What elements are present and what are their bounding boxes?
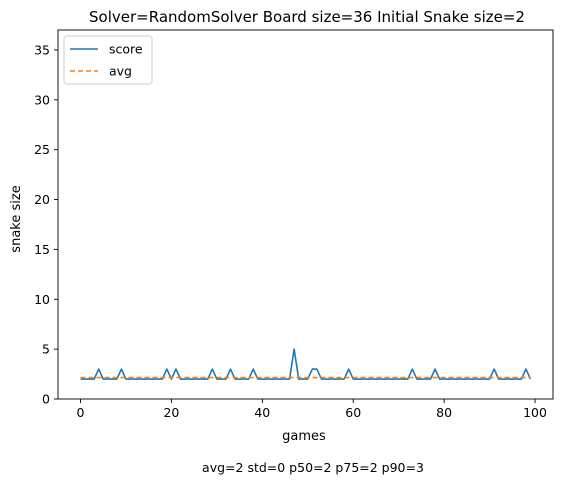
- y-tick-label: 10: [34, 292, 50, 307]
- stats-caption: avg=2 std=0 p50=2 p75=2 p90=3: [202, 460, 424, 475]
- x-tick-label: 60: [345, 405, 361, 420]
- series-layer: [80, 348, 532, 380]
- y-tick-label: 35: [34, 42, 50, 57]
- y-tick-label: 15: [34, 242, 50, 257]
- series-line-score: [80, 348, 532, 380]
- x-tick-label: 80: [436, 405, 452, 420]
- legend-box: [63, 35, 153, 85]
- x-axis-label: games: [282, 429, 326, 444]
- legend-label-avg: avg: [109, 64, 132, 79]
- legend-label-score: score: [109, 42, 143, 57]
- chart-title: Solver=RandomSolver Board size=36 Initia…: [89, 8, 525, 26]
- axis-ticks: 0 20 40 60 80 100 0 5 10 15 20 25 30 35: [34, 42, 547, 420]
- x-tick-label: 100: [523, 405, 547, 420]
- legend: score avg: [63, 35, 153, 85]
- y-tick-label: 25: [34, 142, 50, 157]
- y-axis-label: snake size: [9, 185, 24, 252]
- y-tick-label: 0: [42, 392, 50, 407]
- y-tick-label: 20: [34, 192, 50, 207]
- y-tick-label: 5: [42, 342, 50, 357]
- x-tick-label: 40: [254, 405, 270, 420]
- plot-frame: [57, 29, 554, 400]
- y-tick-label: 30: [34, 92, 50, 107]
- x-tick-label: 20: [163, 405, 179, 420]
- x-tick-label: 0: [77, 405, 85, 420]
